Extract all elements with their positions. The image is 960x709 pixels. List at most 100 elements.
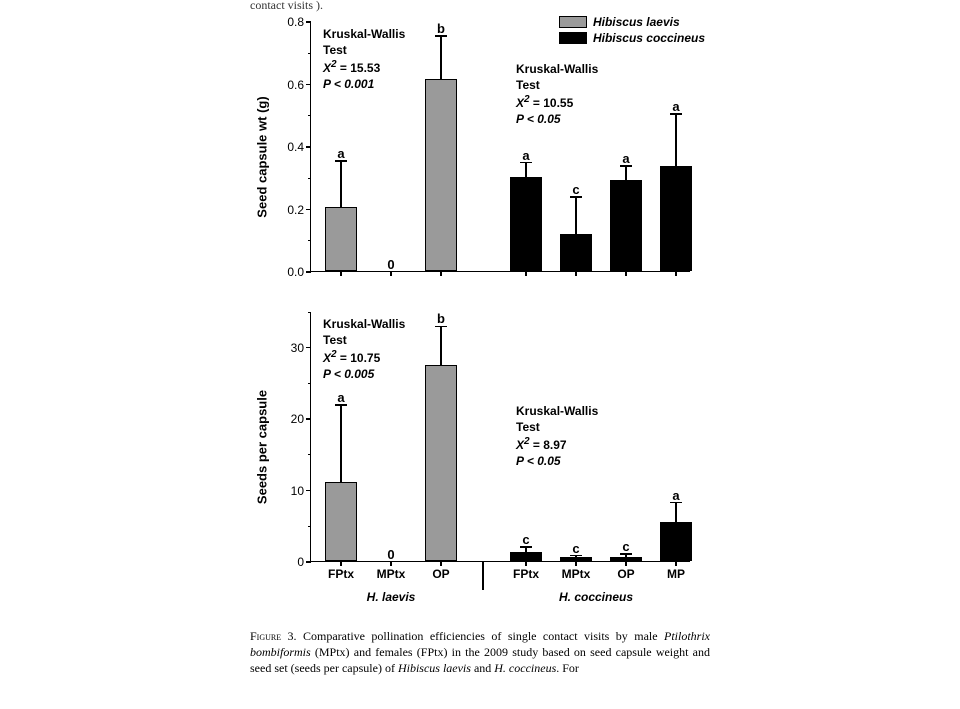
bar <box>660 166 692 271</box>
x-tick <box>575 561 577 566</box>
bar <box>660 522 692 561</box>
caption-figure-label: Figure 3. <box>250 629 297 643</box>
x-tick-label: MPtx <box>377 567 406 581</box>
bar <box>510 177 542 271</box>
error-bar <box>525 163 527 179</box>
caption-text-3: and <box>471 661 494 675</box>
x-tick <box>390 271 392 276</box>
x-tick-label: OP <box>617 567 634 581</box>
legend-label-laevis: Hibiscus laevis <box>593 15 680 29</box>
y-minor-tick <box>308 240 311 241</box>
caption-text-1: Comparative pollination efficiencies of … <box>297 629 664 643</box>
error-bar <box>675 503 677 523</box>
y-tick-label: 0.6 <box>274 78 304 92</box>
y-axis-label-top: Seed capsule wt (g) <box>255 96 270 217</box>
species-label-laevis: H. laevis <box>367 590 416 604</box>
y-tick <box>306 209 311 211</box>
error-bar <box>440 326 442 365</box>
zero-label: 0 <box>387 547 394 562</box>
significance-letter: a <box>522 148 529 163</box>
y-tick-label: 0.2 <box>274 203 304 217</box>
stats-left: Kruskal-WallisTestX2 = 15.53P < 0.001 <box>323 27 405 92</box>
x-tick-label: OP <box>432 567 449 581</box>
error-bar <box>340 405 342 484</box>
legend-item-coccineus: Hibiscus coccineus <box>559 31 705 45</box>
y-tick-label: 10 <box>274 484 304 498</box>
stats-right: Kruskal-WallisTestX2 = 8.97P < 0.05 <box>516 404 598 469</box>
x-tick <box>575 271 577 276</box>
significance-letter: a <box>672 488 679 503</box>
y-tick-label: 0.0 <box>274 265 304 279</box>
x-tick <box>390 561 392 566</box>
bar <box>325 207 357 271</box>
bar <box>510 552 542 561</box>
y-minor-tick <box>308 53 311 54</box>
species-divider <box>482 562 484 590</box>
significance-letter: b <box>437 311 445 326</box>
bar <box>560 234 592 272</box>
significance-letter: c <box>572 541 579 556</box>
y-tick-label: 30 <box>274 341 304 355</box>
bar <box>425 79 457 271</box>
y-axis-label-bottom: Seeds per capsule <box>255 390 270 504</box>
significance-letter: b <box>437 21 445 36</box>
y-tick <box>306 347 311 349</box>
caption-species-2: Hibiscus laevis <box>398 661 471 675</box>
stats-left: Kruskal-WallisTestX2 = 10.75P < 0.005 <box>323 317 405 382</box>
x-tick <box>525 561 527 566</box>
significance-letter: a <box>672 99 679 114</box>
legend-item-laevis: Hibiscus laevis <box>559 15 705 29</box>
y-minor-tick <box>308 178 311 179</box>
error-bar <box>440 36 442 80</box>
legend-swatch-laevis <box>559 16 587 28</box>
x-tick <box>440 271 442 276</box>
x-tick-label: MP <box>667 567 685 581</box>
legend-swatch-coccineus <box>559 32 587 44</box>
error-bar <box>575 197 577 235</box>
y-minor-tick <box>308 312 311 313</box>
plot-area-top: 0.00.20.40.60.8a0bacaaKruskal-WallisTest… <box>310 22 690 272</box>
plot-area-bottom: 0102030a0bcccaKruskal-WallisTestX2 = 10.… <box>310 312 690 562</box>
y-tick-label: 0.4 <box>274 140 304 154</box>
caption-text-4: . For <box>556 661 579 675</box>
zero-label: 0 <box>387 257 394 272</box>
y-tick-label: 0.8 <box>274 15 304 29</box>
x-tick <box>675 561 677 566</box>
y-tick-label: 0 <box>274 555 304 569</box>
significance-letter: c <box>522 532 529 547</box>
legend: Hibiscus laevis Hibiscus coccineus <box>559 15 705 47</box>
x-tick <box>340 561 342 566</box>
figure-caption: Figure 3. Comparative pollination effici… <box>250 628 710 677</box>
y-tick <box>306 418 311 420</box>
significance-letter: a <box>622 151 629 166</box>
y-tick <box>306 21 311 23</box>
caption-species-3: H. coccineus <box>494 661 556 675</box>
panel-seed-capsule-wt: Seed capsule wt (g) 0.00.20.40.60.8a0bac… <box>250 12 710 302</box>
y-tick <box>306 84 311 86</box>
y-tick <box>306 146 311 148</box>
species-label-coccineus: H. coccineus <box>559 590 633 604</box>
error-bar <box>675 114 677 167</box>
x-tick-label: FPtx <box>513 567 539 581</box>
x-tick <box>525 271 527 276</box>
y-tick <box>306 561 311 563</box>
significance-letter: a <box>337 146 344 161</box>
figure-container: Seed capsule wt (g) 0.0 0.2 0.4 0.6 0.8 a 0 b a c… <box>250 0 710 592</box>
x-tick-label: FPtx <box>328 567 354 581</box>
x-tick <box>625 271 627 276</box>
y-minor-tick <box>308 115 311 116</box>
y-tick <box>306 271 311 273</box>
bar <box>325 482 357 561</box>
y-minor-tick <box>308 383 311 384</box>
error-bar <box>340 161 342 208</box>
y-tick <box>306 490 311 492</box>
x-tick <box>625 561 627 566</box>
legend-label-coccineus: Hibiscus coccineus <box>593 31 705 45</box>
x-tick <box>340 271 342 276</box>
panel-seeds-per-capsule: Seeds per capsule 0102030a0bcccaKruskal-… <box>250 302 710 592</box>
x-tick <box>675 271 677 276</box>
x-tick <box>440 561 442 566</box>
y-tick-label: 20 <box>274 412 304 426</box>
y-minor-tick <box>308 526 311 527</box>
significance-letter: a <box>337 390 344 405</box>
